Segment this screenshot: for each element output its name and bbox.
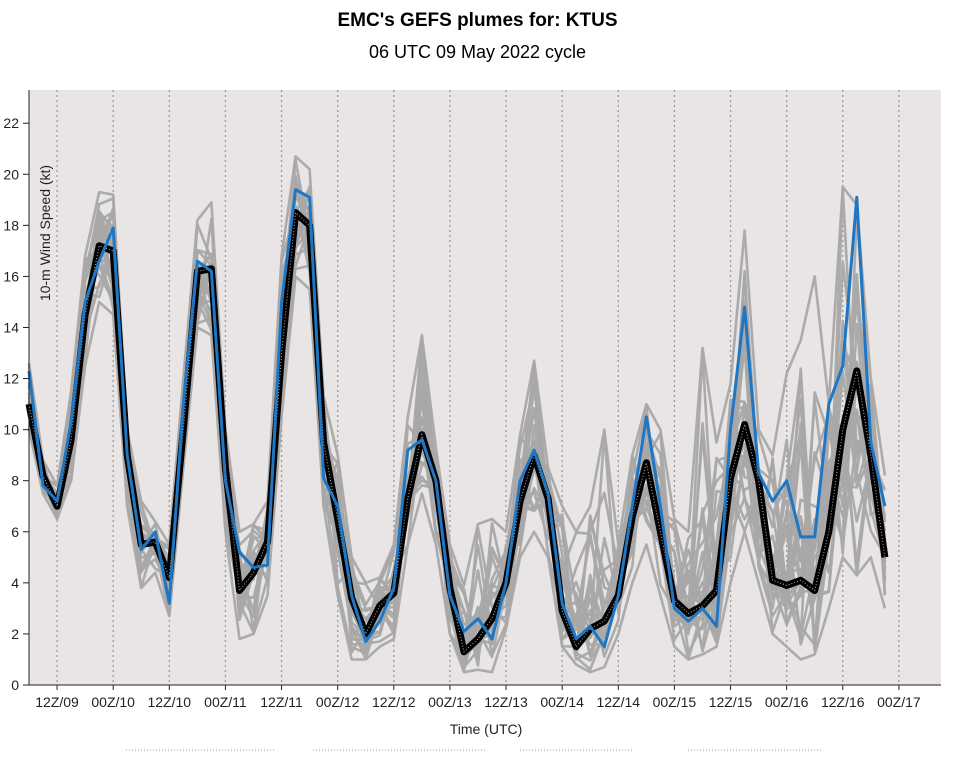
y-tick-label-7: 14 <box>3 319 19 335</box>
x-tick-label-10: 12Z/14 <box>596 694 640 710</box>
y-tick-label-3: 6 <box>11 524 19 540</box>
chart-subtitle: 06 UTC 09 May 2022 cycle <box>368 42 587 62</box>
x-tick-label-11: 00Z/15 <box>653 694 697 710</box>
y-tick-label-6: 12 <box>3 371 19 387</box>
x-tick-label-3: 00Z/11 <box>204 694 247 710</box>
y-tick-label-8: 16 <box>3 268 19 284</box>
x-tick-label-1: 00Z/10 <box>91 694 135 710</box>
y-tick-label-10: 20 <box>3 166 19 182</box>
x-tick-label-4: 12Z/11 <box>260 694 303 710</box>
x-tick-label-15: 00Z/17 <box>877 694 921 710</box>
x-axis-label: Time (UTC) <box>450 721 523 737</box>
x-tick-label-12: 12Z/15 <box>709 694 753 710</box>
series-lines <box>25 188 889 656</box>
x-axis: 12Z/09 00Z/10 12Z/10 00Z/11 12Z/11 00Z/12 12Z/… <box>29 684 941 710</box>
x-tick-label-2: 12Z/10 <box>148 694 192 710</box>
x-tick-label-5: 00Z/12 <box>316 694 360 710</box>
chart-title: EMC's GEFS plumes for: KTUS <box>337 10 618 31</box>
x-tick-label-9: 00Z/14 <box>540 694 584 710</box>
x-tick-label-8: 12Z/13 <box>484 694 528 710</box>
y-tick-label-1: 2 <box>11 626 19 642</box>
y-tick-label-4: 8 <box>11 473 19 489</box>
x-tick-label-0: 12Z/09 <box>35 694 79 710</box>
y-axis-label: 10-m Wind Speed (kt) <box>37 165 53 301</box>
y-tick-label-0: 0 <box>11 677 19 693</box>
x-tick-label-14: 12Z/16 <box>821 694 865 710</box>
ensemble-mean-centerline <box>28 211 886 653</box>
y-axis: 0 2 4 6 8 10 12 14 16 18 20 22 <box>3 90 30 693</box>
x-tick-label-13: 00Z/16 <box>765 694 809 710</box>
x-tick-label-7: 00Z/13 <box>428 694 472 710</box>
y-tick-label-2: 4 <box>11 575 19 591</box>
control-run-line <box>27 188 887 649</box>
x-tick-label-6: 12Z/12 <box>372 694 416 710</box>
y-tick-label-9: 18 <box>3 217 19 233</box>
y-tick-label-5: 10 <box>3 422 19 438</box>
y-tick-label-11: 22 <box>3 115 19 131</box>
